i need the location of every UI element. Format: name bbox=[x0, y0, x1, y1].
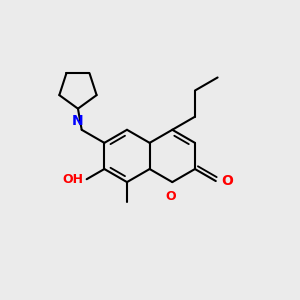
Text: O: O bbox=[166, 190, 176, 202]
Text: O: O bbox=[221, 174, 233, 188]
Text: N: N bbox=[72, 114, 84, 128]
Text: OH: OH bbox=[62, 173, 83, 186]
